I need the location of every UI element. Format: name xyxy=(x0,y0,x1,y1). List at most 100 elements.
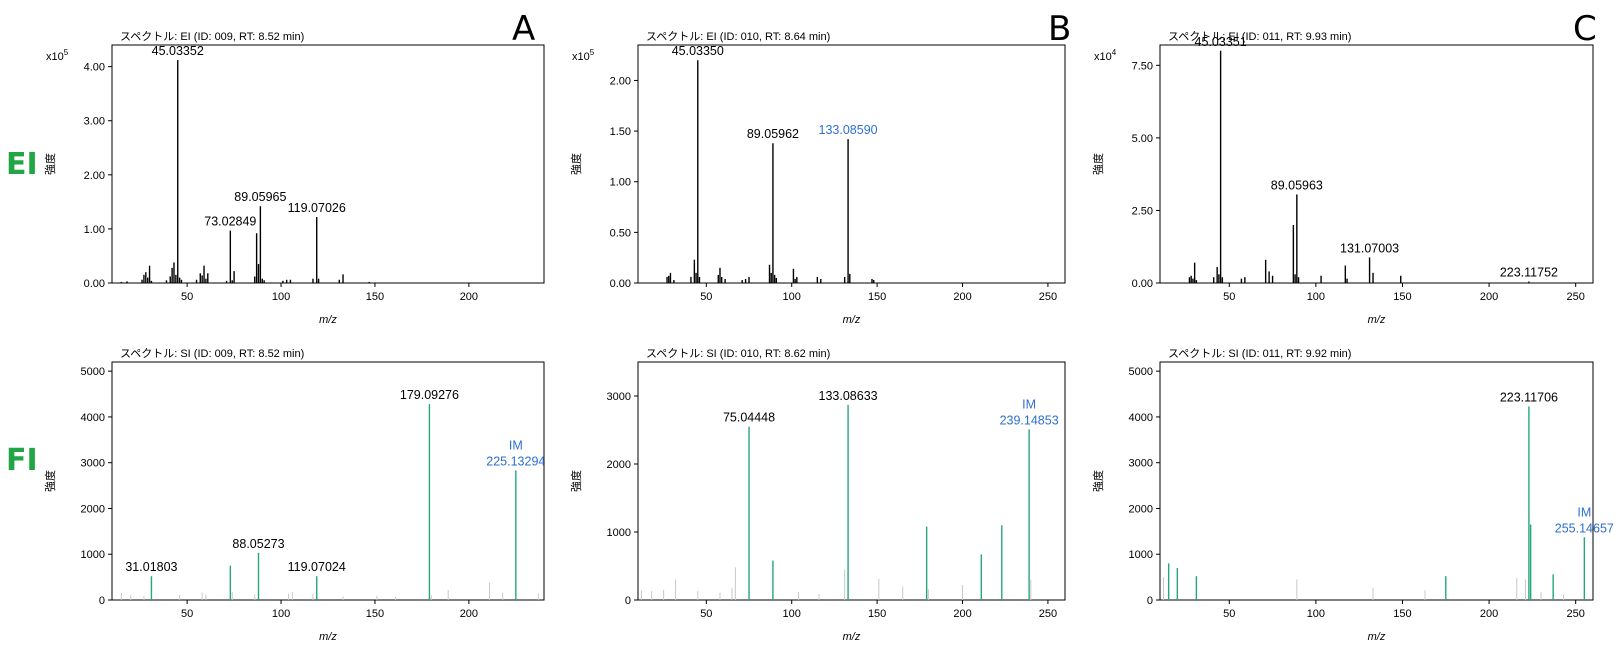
peak-label: 223.11706 xyxy=(1500,390,1558,404)
x-tick-label: 200 xyxy=(460,608,478,620)
x-tick-label: 200 xyxy=(460,291,478,303)
panel-letter-b: B xyxy=(1048,9,1071,49)
y-tick-label: 3000 xyxy=(607,391,631,403)
spectrum-panel-5: スペクトル: SI (ID: 010, RT: 8.62 min) 0 1000 20… xyxy=(569,347,1066,643)
plot-frame xyxy=(1159,44,1594,284)
x-tick-label: 200 xyxy=(953,291,971,303)
peak-label: 45.03352 xyxy=(152,44,204,58)
peak-label: 73.02849 xyxy=(204,215,256,229)
x-tick-label: 250 xyxy=(1567,291,1585,303)
peak-label: 89.05963 xyxy=(1271,178,1323,192)
row-label-fi: FI xyxy=(6,443,38,478)
x-tick-label: 50 xyxy=(1223,291,1235,303)
peak-label: 133.08590 xyxy=(819,123,878,137)
x-tick-label: 150 xyxy=(366,291,384,303)
x-axis-label: m/z xyxy=(319,631,337,643)
x-tick-label: 100 xyxy=(783,291,801,303)
row-label-ei: EI xyxy=(6,147,38,182)
y-tick-label: 2000 xyxy=(1129,503,1153,515)
x-tick-label: 50 xyxy=(1223,608,1235,620)
y-multiplier: x105 xyxy=(572,48,595,63)
panel-title: スペクトル: EI (ID: 011, RT: 9.93 min) xyxy=(1168,30,1351,43)
plot-frame xyxy=(1159,361,1594,601)
y-tick-label: 1.00 xyxy=(84,224,105,236)
y-tick-label: 2000 xyxy=(607,459,631,471)
y-tick-label: 0.00 xyxy=(610,278,631,290)
y-tick-label: 5000 xyxy=(1129,366,1153,378)
peak-label: 119.07026 xyxy=(288,201,346,215)
x-axis-label: m/z xyxy=(843,314,861,326)
x-tick-label: 150 xyxy=(868,291,886,303)
x-tick-label: 100 xyxy=(272,291,290,303)
y-tick-label: 3000 xyxy=(81,458,105,470)
y-axis-label: 強度 xyxy=(43,470,57,492)
y-tick-label: 1.50 xyxy=(610,126,631,138)
y-tick-label: 2.50 xyxy=(1132,205,1153,217)
y-tick-label: 1000 xyxy=(1129,549,1153,561)
y-tick-label: 7.50 xyxy=(1132,60,1153,72)
x-tick-label: 100 xyxy=(1307,291,1325,303)
x-tick-label: 150 xyxy=(366,608,384,620)
x-tick-label: 100 xyxy=(783,608,801,620)
ion-tag: IM xyxy=(1577,505,1591,519)
peak-label: 45.03350 xyxy=(672,44,724,58)
peak-label: 89.05965 xyxy=(234,190,286,204)
x-tick-label: 150 xyxy=(868,608,886,620)
y-axis-label: 強度 xyxy=(43,153,57,175)
y-tick-label: 4000 xyxy=(1129,412,1153,424)
x-tick-label: 150 xyxy=(1393,608,1411,620)
y-multiplier: x105 xyxy=(46,48,69,63)
x-axis-label: m/z xyxy=(843,631,861,643)
panel-title: スペクトル: SI (ID: 011, RT: 9.92 min) xyxy=(1168,347,1351,360)
y-axis-label: 強度 xyxy=(569,153,583,175)
peak-label: 31.01803 xyxy=(125,560,177,574)
x-tick-label: 250 xyxy=(1039,291,1057,303)
x-tick-label: 100 xyxy=(272,608,290,620)
panel-title: スペクトル: SI (ID: 009, RT: 8.52 min) xyxy=(120,347,304,360)
panel-title: スペクトル: EI (ID: 010, RT: 8.64 min) xyxy=(646,30,830,43)
x-axis-label: m/z xyxy=(1368,314,1386,326)
x-tick-label: 100 xyxy=(1307,608,1325,620)
ion-tag: IM xyxy=(509,438,523,452)
peak-label: 255.14657 xyxy=(1555,521,1614,535)
x-tick-label: 50 xyxy=(181,608,193,620)
panel-title: スペクトル: SI (ID: 010, RT: 8.62 min) xyxy=(646,347,830,360)
peak-label: 89.05962 xyxy=(747,127,799,141)
x-tick-label: 250 xyxy=(1567,608,1585,620)
x-tick-label: 50 xyxy=(700,608,712,620)
x-axis-label: m/z xyxy=(1368,631,1386,643)
spectra-grid: スペクトル: EI (ID: 009, RT: 8.52 min) 0.00 1.0… xyxy=(43,30,1614,643)
x-tick-label: 250 xyxy=(1039,608,1057,620)
plot-frame xyxy=(111,361,545,601)
peak-label: 45.03351 xyxy=(1195,35,1247,49)
spectrum-panel-6: スペクトル: SI (ID: 011, RT: 9.92 min) 0 1000 20… xyxy=(1091,347,1614,643)
peak-label: 131.07003 xyxy=(1340,241,1399,255)
peak-label: 88.05273 xyxy=(232,537,284,551)
peak-label: 133.08633 xyxy=(819,389,878,403)
peak-label: 225.13294 xyxy=(486,454,545,468)
peak-label: 239.14853 xyxy=(1000,413,1059,427)
x-tick-label: 50 xyxy=(700,291,712,303)
x-tick-label: 200 xyxy=(1480,608,1498,620)
peak-label: 179.09276 xyxy=(400,388,459,402)
ion-tag: IM xyxy=(1022,397,1036,411)
x-tick-label: 200 xyxy=(953,608,971,620)
y-tick-label: 0.00 xyxy=(1132,278,1153,290)
y-axis-label: 強度 xyxy=(1091,153,1105,175)
panel-letter-a: A xyxy=(512,9,535,49)
x-tick-label: 200 xyxy=(1480,291,1498,303)
y-tick-label: 4.00 xyxy=(84,62,105,74)
spectrum-panel-4: スペクトル: SI (ID: 009, RT: 8.52 min) 0 1000 20… xyxy=(43,347,545,643)
plot-frame xyxy=(637,361,1066,601)
peak-label: 75.04448 xyxy=(723,411,775,425)
y-tick-label: 5.00 xyxy=(1132,133,1153,145)
y-tick-label: 2.00 xyxy=(610,75,631,87)
y-tick-label: 1.00 xyxy=(610,177,631,189)
y-tick-label: 2000 xyxy=(81,503,105,515)
y-axis-label: 強度 xyxy=(569,470,583,492)
y-tick-label: 0.50 xyxy=(610,227,631,239)
spectrum-panel-1: スペクトル: EI (ID: 009, RT: 8.52 min) 0.00 1.0… xyxy=(43,30,545,326)
x-tick-label: 50 xyxy=(181,291,193,303)
y-multiplier: x104 xyxy=(1094,48,1117,63)
y-tick-label: 4000 xyxy=(81,412,105,424)
